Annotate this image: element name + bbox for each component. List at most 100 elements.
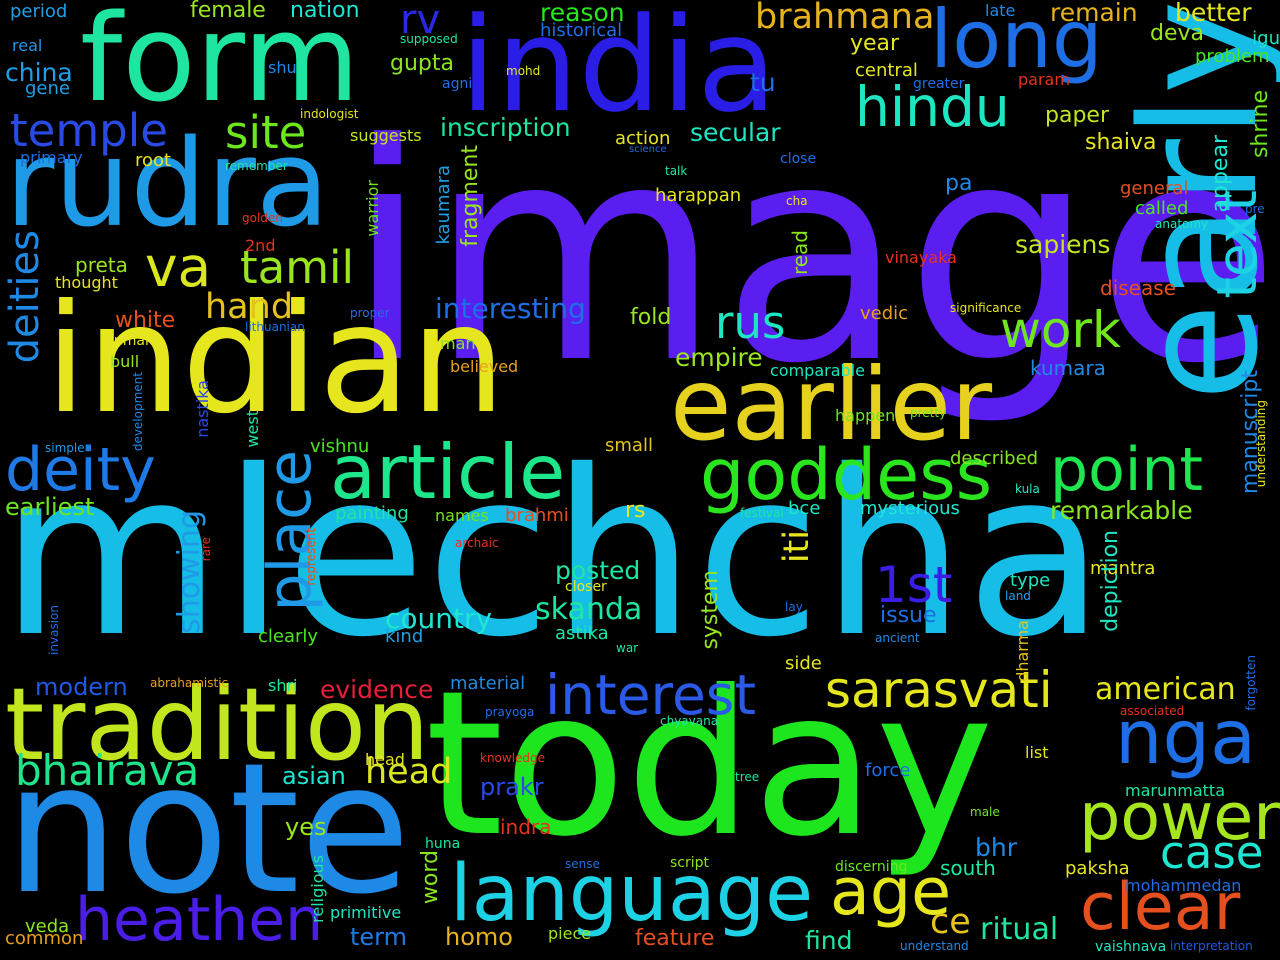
word-bhairava: bhairava	[15, 746, 200, 795]
word-huna: huna	[425, 836, 461, 852]
word-agni: agni	[442, 76, 473, 92]
word-historical: historical	[540, 20, 623, 41]
word-vaishnava: vaishnava	[1095, 939, 1167, 955]
word-nation: nation	[290, 0, 360, 23]
word-earliest: earliest	[5, 493, 95, 521]
word-skanda: skanda	[535, 592, 643, 627]
word-forgotten: forgotten	[1244, 655, 1258, 711]
word-period: period	[10, 1, 68, 22]
word-painting: painting	[335, 503, 409, 524]
word-suggests: suggests	[350, 126, 422, 145]
word-shu: shu	[268, 58, 297, 77]
word-remain: remain	[1050, 0, 1138, 27]
word-hand: hand	[205, 287, 294, 327]
word-significance: significance	[950, 301, 1022, 315]
word-golden: golden	[242, 211, 283, 225]
word-central: central	[855, 60, 918, 81]
word-vedic: vedic	[860, 303, 909, 324]
word-mohammedan: mohammedan	[1125, 876, 1242, 895]
word-heathen: heathen	[75, 885, 324, 955]
word-lay: lay	[785, 600, 803, 614]
word-lithuanian: lithuanian	[245, 320, 305, 334]
word-china: china	[5, 58, 73, 87]
word-better: better	[1175, 0, 1252, 27]
word-warrior: warrior	[363, 180, 382, 237]
word-sarasvati: sarasvati	[825, 661, 1053, 719]
word-festival: festival	[740, 506, 784, 520]
word-proper: proper	[350, 306, 390, 320]
word-image: image	[345, 80, 1280, 429]
word-close: close	[780, 151, 817, 167]
word-sapiens: sapiens	[1015, 230, 1111, 259]
word-problem: problem	[1195, 46, 1270, 67]
word-bce: bce	[788, 498, 821, 519]
word-pa: pa	[945, 171, 973, 196]
word-simple: simple	[45, 441, 85, 455]
word-prayoga: prayoga	[485, 705, 535, 719]
word-power: power	[1079, 780, 1280, 855]
word-vishnu: vishnu	[310, 436, 370, 457]
word-secular: secular	[690, 118, 781, 147]
word-kind: kind	[385, 626, 424, 647]
word-deities: deities	[2, 230, 48, 364]
word-called: called	[1135, 198, 1189, 219]
word-issue: issue	[880, 603, 937, 628]
word-remarkable: remarkable	[1050, 496, 1193, 525]
word-veda: veda	[25, 916, 70, 937]
word-american: american	[1095, 672, 1236, 707]
word-interesting: interesting	[435, 292, 586, 325]
word-interest: interest	[545, 663, 757, 727]
word-head: head	[365, 752, 453, 792]
word-indian: indian	[45, 273, 506, 447]
word-supposed: supposed	[400, 32, 458, 46]
word-material: material	[450, 673, 526, 694]
word-script: script	[670, 855, 710, 871]
word-science: science	[629, 144, 667, 155]
word-reason: reason	[540, 0, 625, 27]
word-nga: nga	[1115, 693, 1257, 781]
word-goddess: goddess	[700, 434, 993, 516]
word-pretty: pretty	[910, 406, 947, 420]
word-depiction: depiction	[1098, 530, 1123, 632]
word-india: india	[460, 0, 777, 141]
word-happen: happen	[835, 406, 896, 425]
word-talk: talk	[665, 164, 688, 178]
word-kumara: kumara	[1030, 356, 1106, 380]
word-ancient: ancient	[875, 631, 920, 645]
word-system: system	[698, 570, 723, 650]
word-chyavana: chyavana	[660, 714, 719, 728]
word-root: root	[135, 150, 172, 171]
word-iti: iti	[777, 530, 817, 564]
word-action: action	[615, 128, 671, 149]
word-deity: deity	[5, 435, 156, 505]
word-rudra: rudra	[5, 115, 330, 254]
word-asian: asian	[282, 762, 346, 790]
word-religious: religious	[308, 855, 327, 923]
word-tamil: tamil	[240, 241, 355, 294]
word-fragment: fragment	[458, 145, 483, 247]
word-temple: temple	[10, 104, 168, 157]
word-head: head	[365, 750, 405, 769]
word-marunmatta: marunmatta	[1125, 781, 1225, 800]
word-read: read	[788, 230, 812, 276]
word-indologist: indologist	[300, 107, 359, 121]
word-represent: represent	[304, 528, 318, 586]
word-shrine: shrine	[1248, 90, 1273, 159]
word-gene: gene	[25, 78, 70, 99]
word-mysterious: mysterious	[860, 498, 960, 519]
word-archaic: archaic	[455, 536, 499, 550]
word-appear: appear	[1208, 135, 1233, 213]
word-tree: tree	[735, 770, 760, 784]
word-invasion: invasion	[47, 605, 61, 655]
word-greater: greater	[913, 76, 965, 92]
word-piece: piece	[548, 924, 592, 943]
word-rus: rus	[715, 296, 786, 349]
word-form: form	[80, 0, 360, 129]
word-tu: tu	[750, 68, 776, 97]
word-mohd: mohd	[506, 64, 541, 78]
word-fold: fold	[630, 305, 672, 330]
word-small: small	[605, 435, 653, 456]
word-today: today	[425, 648, 994, 881]
word-anatomy: anatomy	[1155, 217, 1209, 231]
word-ce: ce	[930, 902, 971, 942]
